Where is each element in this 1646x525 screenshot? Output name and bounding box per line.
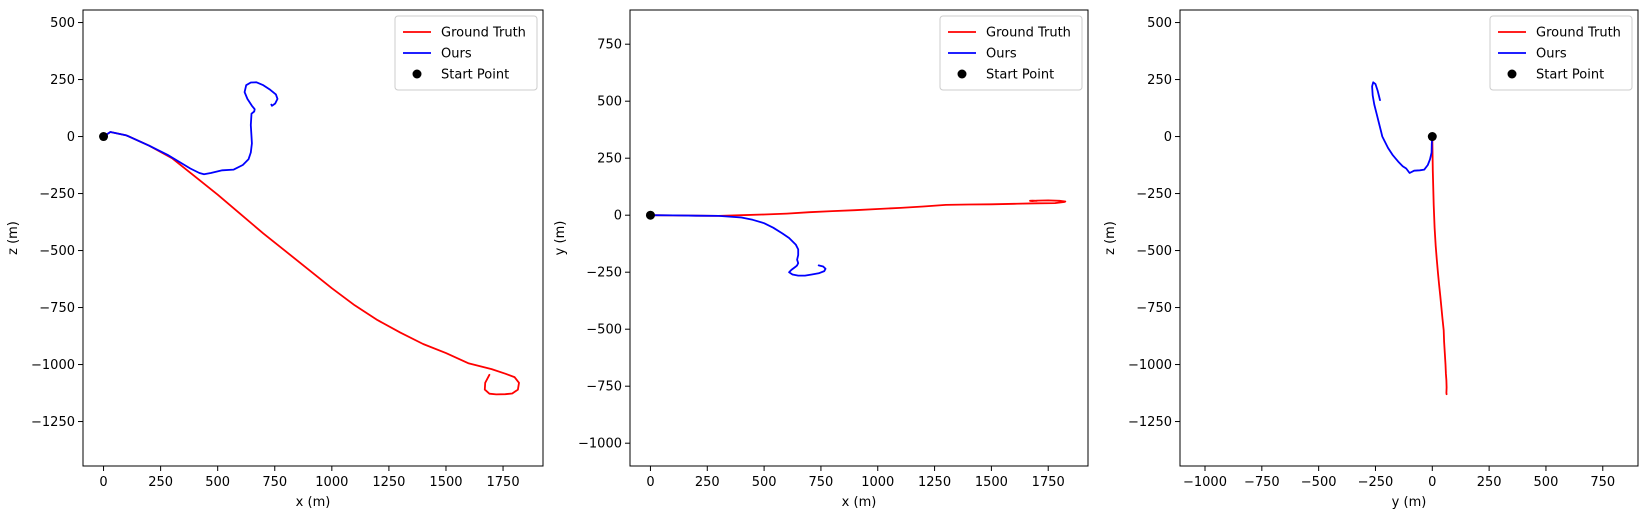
subplot-1: 0 250 500 750 1000 1250 1500 1750 −1250 −1000 −750… <box>6 9 544 510</box>
y-axis-label: z (m) <box>6 221 21 255</box>
x-axis-label: x (m) <box>296 495 331 510</box>
legend-marker-start-point <box>1507 69 1517 79</box>
x-axis-label: x (m) <box>842 495 877 510</box>
series-line-ground-truth <box>649 199 1067 217</box>
series-line-ours <box>102 81 279 176</box>
legend-box <box>939 15 1083 91</box>
y-tick-label: −1000 <box>1128 358 1172 373</box>
x-tick-label: 500 <box>752 475 777 490</box>
y-tick-label: −500 <box>39 244 75 259</box>
y-tick-label: 0 <box>67 130 75 145</box>
subplot-2: 0 250 500 750 1000 1250 1500 1750 −1000 −750 −500 −… <box>553 9 1089 510</box>
legend: Ground Truth Ours Start Point <box>939 15 1083 91</box>
x-tick-label: 0 <box>1428 475 1436 490</box>
start-point-marker <box>99 132 109 142</box>
y-tick-label: 250 <box>50 73 75 88</box>
x-tick-label: 500 <box>1534 475 1559 490</box>
y-tick-label: −250 <box>1136 187 1172 202</box>
y-tick-label: −250 <box>586 266 622 281</box>
x-tick-label: −250 <box>1358 475 1394 490</box>
y-tick-label: 500 <box>1147 16 1172 31</box>
x-tick-label: 250 <box>695 475 720 490</box>
y-tick-label: −1000 <box>31 358 75 373</box>
x-tick-label: 1250 <box>918 475 951 490</box>
y-tick-label: −750 <box>1136 301 1172 316</box>
x-tick-label: 1250 <box>372 475 405 490</box>
x-tick-label: 1500 <box>975 475 1008 490</box>
start-point-marker <box>645 210 655 220</box>
legend-label: Ours <box>1536 47 1567 62</box>
x-tick-label: 250 <box>148 475 173 490</box>
y-tick-label: 500 <box>597 95 622 110</box>
axes-frame <box>629 9 1089 467</box>
series-line-ground-truth <box>1431 135 1448 396</box>
x-tick-label: 0 <box>646 475 654 490</box>
axes-frame <box>82 9 544 467</box>
y-tick-label: 0 <box>1164 130 1172 145</box>
x-tick-label: 0 <box>99 475 107 490</box>
y-tick-label: −750 <box>586 380 622 395</box>
x-tick-label: 750 <box>262 475 287 490</box>
y-tick-label: −1000 <box>578 437 622 452</box>
legend-marker-start-point <box>957 69 967 79</box>
legend-label: Ground Truth <box>441 26 526 41</box>
x-tick-label: 1000 <box>861 475 894 490</box>
x-tick-label: 1750 <box>487 475 520 490</box>
series-line-ours <box>1371 81 1434 174</box>
y-tick-label: 750 <box>597 38 622 53</box>
x-tick-label: 1000 <box>315 475 348 490</box>
legend-label: Start Point <box>1536 68 1604 83</box>
x-tick-label: 1750 <box>1032 475 1065 490</box>
series-line-ours <box>649 214 827 277</box>
x-tick-label: 750 <box>1590 475 1615 490</box>
y-tick-label: 250 <box>1147 73 1172 88</box>
legend-label: Start Point <box>441 68 509 83</box>
legend-marker-start-point <box>412 69 422 79</box>
legend: Ground Truth Ours Start Point <box>1489 15 1633 91</box>
legend-label: Start Point <box>986 68 1054 83</box>
legend-label: Ground Truth <box>1536 26 1621 41</box>
series-line-ground-truth <box>102 131 520 396</box>
x-tick-label: −750 <box>1244 475 1280 490</box>
legend-label: Ground Truth <box>986 26 1071 41</box>
y-tick-label: −1250 <box>1128 415 1172 430</box>
y-tick-label: 250 <box>597 152 622 167</box>
legend-box <box>1489 15 1633 91</box>
x-tick-label: −500 <box>1301 475 1337 490</box>
legend-label: Ours <box>441 47 472 62</box>
x-tick-label: 500 <box>205 475 230 490</box>
start-point-marker <box>1427 132 1437 142</box>
x-tick-label: 1500 <box>429 475 462 490</box>
y-tick-label: −500 <box>586 323 622 338</box>
subplot-3: −1000 −750 −500 −250 0 250 500 750 −1250 −1000 −75… <box>1103 9 1639 510</box>
legend-label: Ours <box>986 47 1017 62</box>
y-tick-label: −1250 <box>31 415 75 430</box>
x-axis-label: y (m) <box>1392 495 1427 510</box>
legend: Ground Truth Ours Start Point <box>394 15 538 91</box>
y-tick-label: −250 <box>39 187 75 202</box>
y-tick-label: 500 <box>50 16 75 31</box>
y-tick-label: 0 <box>614 209 622 224</box>
y-tick-label: −750 <box>39 301 75 316</box>
y-axis-label: y (m) <box>553 221 568 256</box>
y-tick-label: −500 <box>1136 244 1172 259</box>
x-tick-label: 750 <box>809 475 834 490</box>
legend-box <box>394 15 538 91</box>
axes-frame <box>1179 9 1639 467</box>
x-tick-label: 250 <box>1477 475 1502 490</box>
y-axis-label: z (m) <box>1103 221 1118 255</box>
x-tick-label: −1000 <box>1183 475 1227 490</box>
